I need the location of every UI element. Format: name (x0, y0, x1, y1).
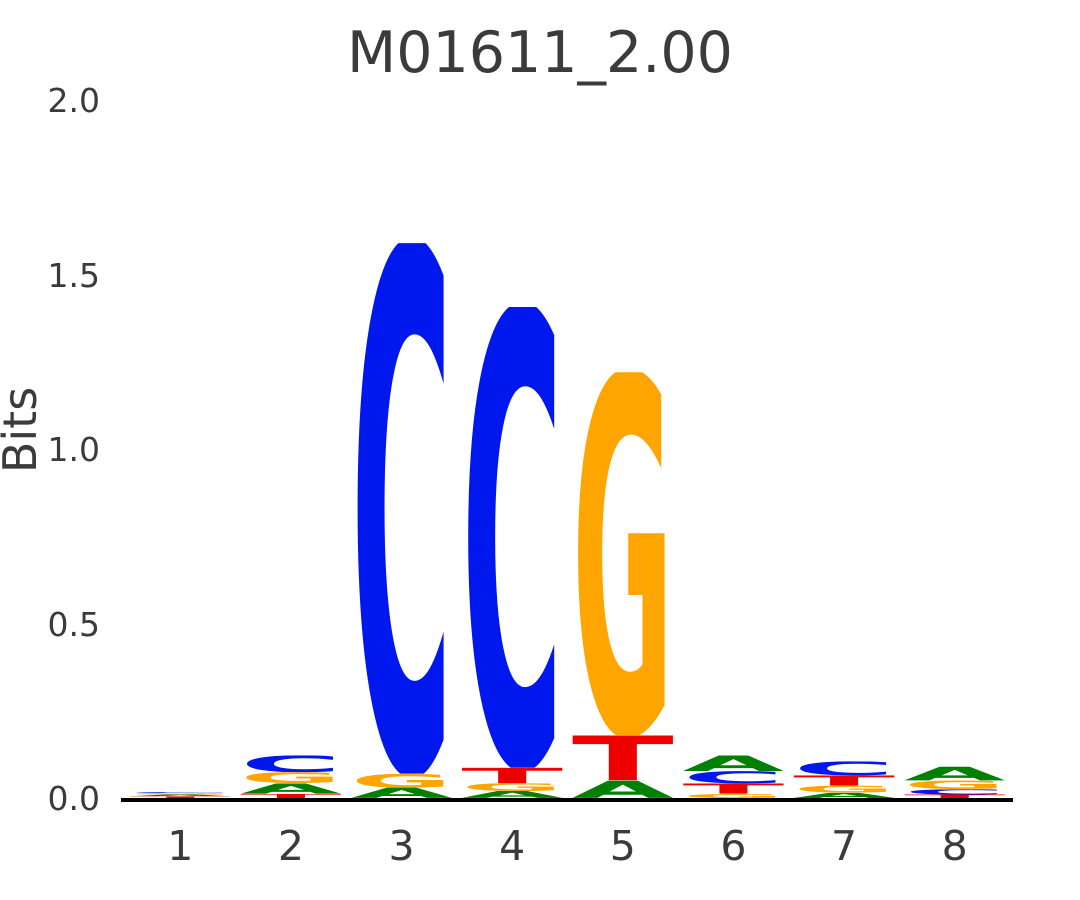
logo-letter-pos8-T: T (904, 794, 1006, 799)
svg-text:C: C (904, 788, 1006, 796)
svg-text:A: A (240, 781, 342, 797)
logo-letter-pos2-G: G (240, 769, 342, 787)
logo-letter-pos5-T: T (572, 724, 674, 795)
logo-letter-pos1-C: C (129, 792, 231, 794)
svg-text:C: C (129, 792, 231, 794)
logo-letter-pos6-G: G (683, 793, 785, 800)
logo-letter-pos6-A: A (683, 752, 785, 777)
svg-text:C: C (240, 751, 342, 777)
logo-letter-pos4-C: C (461, 187, 563, 900)
logo-letter-pos3-G: G (351, 770, 453, 792)
chart-title: M01611_2.00 (347, 20, 733, 86)
logo-letter-pos4-G: G (461, 781, 563, 793)
x-tick-label: 5 (609, 822, 636, 870)
svg-text:T: T (129, 796, 231, 799)
y-tick-label: 1.5 (47, 255, 100, 295)
y-tick-label: 0.0 (47, 779, 100, 818)
logo-letter-pos4-A: A (461, 789, 563, 800)
logo-letter-pos1-T: T (129, 796, 231, 799)
x-tick-label: 1 (167, 822, 194, 870)
logo-letter-pos5-G: G (572, 277, 674, 848)
y-tick-label: 0.5 (47, 604, 100, 644)
x-tick-label: 7 (831, 822, 858, 870)
svg-text:G: G (351, 770, 453, 792)
logo-letter-pos6-C: C (683, 768, 785, 787)
logo-letter-pos1-G: G (129, 793, 231, 795)
svg-text:G: G (572, 277, 674, 848)
svg-text:A: A (351, 785, 453, 801)
logo-letter-pos7-C: C (793, 758, 895, 780)
logo-letter-pos4-T: T (461, 764, 563, 789)
logo-letter-pos5-A: A (572, 776, 674, 803)
svg-text:A: A (129, 794, 231, 797)
svg-text:A: A (683, 752, 785, 777)
logo-letter-pos3-C: C (351, 103, 453, 900)
svg-text:G: G (793, 784, 895, 795)
logo-letter-pos7-G: G (793, 784, 895, 795)
svg-text:G: G (240, 769, 342, 787)
svg-text:A: A (904, 763, 1006, 785)
x-tick-label: 8 (941, 822, 968, 870)
y-tick-label: 2.0 (47, 81, 100, 120)
logo-letter-pos8-C: C (904, 788, 1006, 796)
logo-letter-pos8-G: G (904, 778, 1006, 792)
svg-text:C: C (461, 187, 563, 900)
x-tick-label: 6 (720, 822, 747, 870)
svg-text:T: T (793, 773, 895, 789)
logo-letter-pos2-T: T (240, 793, 342, 800)
svg-text:T: T (904, 794, 1006, 799)
svg-text:C: C (351, 103, 453, 900)
svg-text:C: C (683, 768, 785, 787)
x-tick-label: 3 (388, 822, 415, 870)
logo-letter-pos2-C: C (240, 751, 342, 777)
svg-text:A: A (572, 776, 674, 803)
y-tick-label: 1.0 (47, 430, 100, 469)
svg-text:T: T (461, 764, 563, 789)
x-tick-label: 4 (499, 822, 526, 870)
logo-letter-pos8-A: A (904, 763, 1006, 785)
svg-text:G: G (461, 781, 563, 793)
logo-letter-pos6-T: T (683, 781, 785, 797)
svg-text:G: G (683, 793, 785, 800)
logo-letter-pos1-A: A (129, 794, 231, 797)
svg-text:C: C (793, 758, 895, 780)
svg-text:G: G (129, 793, 231, 795)
svg-text:T: T (240, 793, 342, 800)
svg-text:T: T (683, 781, 785, 797)
logo-letter-pos7-A: A (793, 791, 895, 799)
svg-text:A: A (461, 789, 563, 800)
logo-letter-pos2-A: A (240, 781, 342, 797)
svg-text:T: T (572, 724, 674, 795)
logo-letter-pos7-T: T (793, 773, 895, 789)
svg-text:G: G (904, 778, 1006, 792)
svg-text:A: A (793, 791, 895, 799)
x-tick-label: 2 (277, 822, 304, 870)
logo-letter-pos3-A: A (351, 785, 453, 801)
